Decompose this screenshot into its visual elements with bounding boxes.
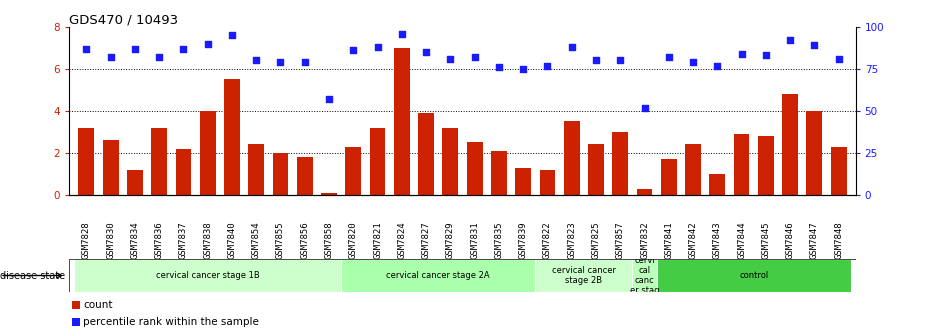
Point [225,33,240,38]
Point [564,44,579,50]
Point [370,44,385,50]
Point [734,51,749,56]
Point [709,63,724,68]
Point [637,105,652,110]
Bar [341,259,536,292]
Point [104,54,118,60]
Text: cervi
cal
canc
er stag: cervi cal canc er stag [630,256,660,295]
Point [297,59,312,65]
Point [273,59,288,65]
Point [758,53,773,58]
Bar [176,149,191,195]
Bar [297,157,313,195]
Point [419,49,434,55]
Bar [200,111,216,195]
Bar [248,144,265,195]
Point [832,56,846,61]
Bar [103,140,118,195]
Bar [79,128,94,195]
Bar [588,144,604,195]
Bar [807,111,822,195]
Bar [72,318,80,326]
Point [661,54,676,60]
Text: cervical cancer
stage 2B: cervical cancer stage 2B [552,266,616,285]
Point [249,58,264,63]
Bar [224,79,240,195]
Bar [418,113,434,195]
Point [79,46,93,51]
Point [394,31,409,36]
Bar [536,259,633,292]
Text: cervical cancer stage 2A: cervical cancer stage 2A [387,271,490,280]
Point [588,58,603,63]
Text: cervical cancer stage 1B: cervical cancer stage 1B [155,271,260,280]
Point [346,48,361,53]
Point [491,65,506,70]
Bar [633,259,657,292]
Bar [72,301,80,309]
Point [467,54,482,60]
Point [443,56,458,61]
Bar [442,128,458,195]
Point [516,66,531,72]
Point [807,43,821,48]
Bar [394,48,410,195]
Bar [321,193,337,195]
Point [201,41,216,46]
Bar [685,144,701,195]
Point [176,46,191,51]
Bar [783,94,798,195]
Bar [758,136,773,195]
Bar [734,134,749,195]
Text: control: control [739,271,769,280]
Bar [636,188,652,195]
Text: GDS470 / 10493: GDS470 / 10493 [69,13,179,27]
Bar [152,128,167,195]
Bar [467,142,483,195]
Point [540,63,555,68]
Bar [831,146,846,195]
Bar [74,259,341,292]
Bar [612,132,628,195]
Bar [370,128,386,195]
Text: disease state: disease state [0,271,65,281]
Text: count: count [83,300,113,310]
Bar [657,259,851,292]
Bar [273,153,289,195]
Point [685,59,700,65]
Point [783,38,797,43]
Point [152,54,166,60]
Bar [345,146,361,195]
Bar [660,159,677,195]
Point [128,46,142,51]
Bar [709,174,725,195]
Bar [127,170,142,195]
Point [613,58,628,63]
Bar [564,121,580,195]
Point [322,96,337,102]
Bar [515,168,531,195]
Text: percentile rank within the sample: percentile rank within the sample [83,317,259,327]
Bar [539,170,555,195]
Bar [491,151,507,195]
